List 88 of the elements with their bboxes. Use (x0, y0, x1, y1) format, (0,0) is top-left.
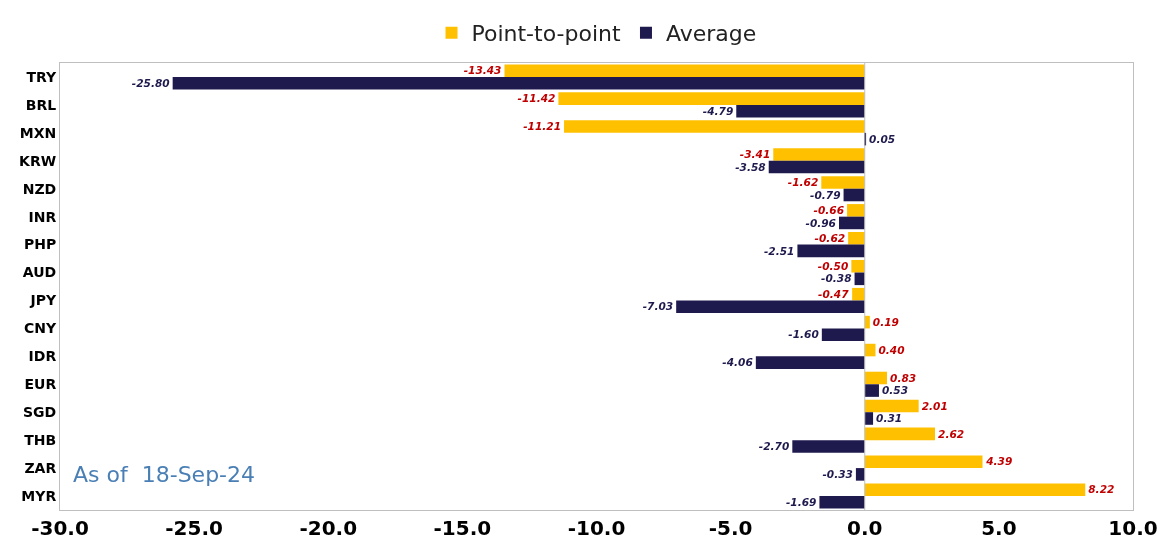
bar (847, 204, 865, 217)
bar (736, 104, 865, 118)
y-tick-label: CNY (24, 320, 58, 337)
data-label: -0.62 (814, 231, 846, 244)
bar (504, 64, 865, 77)
bar (172, 76, 865, 90)
y-tick-label: NZD (22, 180, 57, 197)
data-label: -0.47 (818, 287, 850, 300)
data-label: -0.33 (822, 468, 853, 481)
y-tick-label: KRW (19, 152, 57, 169)
y-tick-label: MYR (21, 487, 57, 504)
data-label: -13.43 (463, 64, 502, 77)
data-label: -0.38 (821, 272, 852, 285)
x-tick-label: 5.0 (981, 516, 1017, 540)
y-tick-label: PHP (23, 236, 57, 253)
data-label: 2.62 (938, 427, 965, 440)
data-label: -11.42 (517, 92, 556, 105)
bar (864, 483, 1086, 497)
annotation: As of 18-Sep-24 (73, 462, 256, 487)
bar (821, 328, 865, 341)
y-tick-label: JPY (29, 292, 58, 309)
x-tick-label: 10.0 (1108, 516, 1158, 540)
y-tick-label: SGD (23, 404, 57, 421)
data-label: -2.70 (758, 440, 790, 453)
bar (558, 92, 865, 105)
data-label: -1.60 (788, 328, 819, 341)
x-tick-label: 0.0 (847, 516, 883, 540)
bar (864, 412, 874, 425)
data-label: -0.79 (810, 188, 841, 201)
bar (768, 160, 865, 174)
x-tick-label: -25.0 (165, 516, 223, 540)
data-label: -7.03 (642, 300, 674, 313)
y-tick-label: BRL (25, 96, 57, 113)
data-label: 8.22 (1088, 483, 1115, 496)
y-tick-label: AUD (22, 264, 57, 281)
bar (676, 300, 865, 314)
bar (864, 384, 879, 397)
data-label: 0.31 (876, 412, 903, 425)
y-tick-label: IDR (28, 348, 57, 365)
y-tick-label: THB (24, 432, 57, 449)
bar (864, 427, 936, 441)
data-label: -25.80 (131, 76, 170, 89)
bar (843, 188, 865, 202)
bar (564, 120, 865, 133)
data-label: -0.96 (805, 216, 836, 229)
data-label: -0.50 (817, 259, 849, 272)
y-tick-label: ZAR (24, 459, 57, 476)
data-label: -4.06 (722, 356, 753, 369)
bar (864, 371, 888, 385)
data-label: -0.66 (813, 204, 845, 217)
bar (848, 232, 865, 245)
legend-label: Point-to-point (471, 21, 621, 47)
y-tick-label: TRY (26, 68, 58, 85)
data-label: 0.83 (890, 371, 917, 384)
bar (864, 399, 919, 413)
data-label: 4.39 (985, 455, 1013, 468)
data-label: 0.53 (881, 384, 909, 397)
legend-label: Average (665, 21, 757, 47)
data-label: -3.41 (739, 148, 771, 161)
bar (773, 148, 865, 161)
data-label: -11.21 (523, 120, 562, 133)
x-tick-label: -5.0 (708, 516, 753, 540)
data-label: -4.79 (702, 104, 734, 117)
data-label: 2.01 (921, 399, 948, 412)
bar (821, 176, 865, 189)
bar (864, 455, 983, 469)
data-label: 0.40 (878, 343, 905, 356)
x-tick-label: -20.0 (299, 516, 358, 540)
bar (792, 440, 865, 453)
x-tick-label: -10.0 (567, 516, 626, 540)
data-label: -2.51 (763, 244, 795, 257)
bar (852, 287, 865, 301)
bar (819, 496, 865, 509)
bar (851, 259, 865, 273)
x-tick-label: -30.0 (31, 516, 89, 540)
data-label: -3.58 (735, 160, 766, 173)
y-tick-label: MXN (19, 124, 57, 141)
y-tick-label: INR (28, 208, 57, 225)
data-label: 0.05 (869, 132, 896, 145)
y-tick-label: EUR (24, 376, 57, 393)
data-label: 0.19 (872, 315, 899, 328)
bar (839, 216, 865, 230)
data-label: -1.62 (787, 176, 819, 189)
bar (797, 244, 865, 258)
x-tick-label: -15.0 (433, 516, 492, 540)
data-label: -1.69 (785, 495, 817, 508)
bar (864, 315, 870, 329)
bar (755, 356, 865, 369)
